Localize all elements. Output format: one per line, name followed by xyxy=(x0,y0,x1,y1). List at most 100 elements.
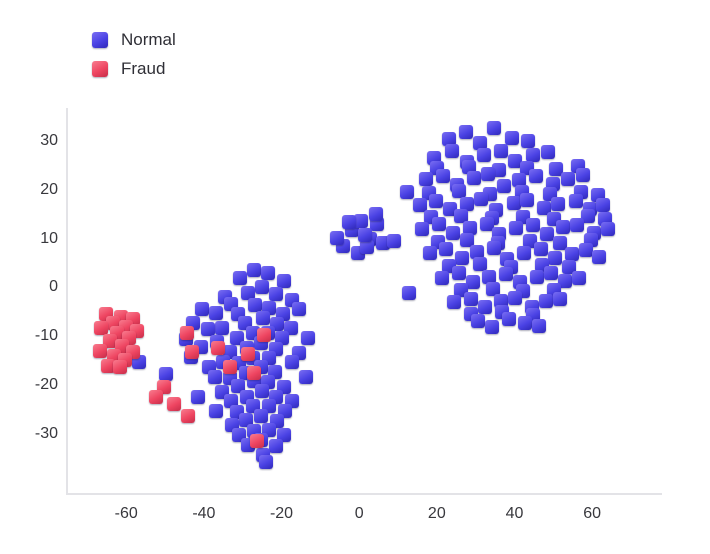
normal-point xyxy=(357,227,372,242)
normal-point xyxy=(493,144,508,159)
normal-point xyxy=(601,222,616,237)
normal-point xyxy=(596,198,611,213)
normal-point xyxy=(497,179,512,194)
normal-point xyxy=(525,217,540,232)
plot-area: -60 -40 -20 0 20 40 60 -30 -20 -10 0 10 20 30 xyxy=(35,108,662,522)
normal-point xyxy=(562,260,577,275)
normal-point xyxy=(415,221,430,236)
normal-point xyxy=(432,217,447,232)
x-axis-tick-label: -20 xyxy=(269,505,294,522)
normal-point xyxy=(158,367,173,382)
normal-point xyxy=(444,143,459,158)
normal-point xyxy=(254,279,269,294)
normal-point xyxy=(292,301,307,316)
fraud-point xyxy=(94,321,109,336)
x-axis-tick-label: -60 xyxy=(114,505,138,522)
normal-point xyxy=(277,428,292,442)
normal-point xyxy=(543,265,558,280)
normal-point xyxy=(576,168,591,183)
normal-point xyxy=(467,171,482,186)
normal-point xyxy=(557,274,572,289)
normal-point xyxy=(538,293,553,308)
normal-point xyxy=(552,235,567,250)
normal-point xyxy=(208,306,223,321)
normal-point xyxy=(533,242,548,257)
normal-point xyxy=(460,233,475,248)
normal-point xyxy=(458,124,473,139)
normal-point xyxy=(485,281,500,296)
normal-point xyxy=(455,251,470,266)
normal-point xyxy=(214,321,229,336)
normal-point xyxy=(477,148,492,163)
normal-point xyxy=(248,297,263,312)
fraud-point xyxy=(148,389,163,404)
normal-point xyxy=(201,321,216,336)
normal-point xyxy=(446,226,461,241)
fraud-point xyxy=(250,434,265,449)
normal-point xyxy=(526,147,541,162)
normal-point xyxy=(571,271,586,286)
normal-point xyxy=(360,240,375,255)
normal-point xyxy=(491,162,506,177)
normal-point xyxy=(591,187,606,202)
normal-point xyxy=(462,159,477,174)
x-axis-tick-label: -40 xyxy=(192,505,216,522)
normal-point xyxy=(578,243,593,258)
normal-point xyxy=(556,220,571,235)
x-axis-tick-label: 60 xyxy=(583,505,602,522)
fraud-point xyxy=(180,326,195,341)
normal-point xyxy=(507,153,522,168)
fraud-point xyxy=(167,397,182,412)
normal-point xyxy=(480,167,495,182)
normal-point xyxy=(570,218,585,233)
normal-point xyxy=(508,290,523,305)
normal-point xyxy=(532,318,547,333)
normal-point xyxy=(401,285,416,300)
normal-point xyxy=(255,311,270,326)
normal-point xyxy=(434,270,449,285)
normal-point xyxy=(386,234,401,249)
normal-point xyxy=(539,226,554,241)
fraud-point xyxy=(256,328,271,343)
normal-point xyxy=(194,302,209,317)
normal-point xyxy=(472,136,487,151)
fraud-point xyxy=(184,345,199,360)
normal-point xyxy=(191,390,206,405)
normal-point xyxy=(418,172,433,187)
normal-point xyxy=(580,209,595,224)
normal-color-swatch xyxy=(92,32,108,48)
normal-point xyxy=(494,294,509,309)
fraud-point xyxy=(210,341,225,356)
normal-point xyxy=(463,291,478,306)
normal-point xyxy=(354,214,369,229)
fraud-point xyxy=(223,360,238,375)
normal-point xyxy=(540,145,555,160)
normal-point xyxy=(487,121,502,136)
normal-point xyxy=(451,266,466,281)
normal-point xyxy=(412,197,427,212)
normal-point xyxy=(561,171,576,186)
normal-point xyxy=(568,194,583,209)
y-axis-tick-label: 20 xyxy=(40,180,58,198)
normal-point xyxy=(254,384,269,399)
normal-point xyxy=(246,262,261,277)
normal-point xyxy=(470,314,485,329)
normal-point xyxy=(439,241,454,256)
normal-point xyxy=(509,221,524,236)
fraud-point xyxy=(246,366,261,381)
normal-point xyxy=(529,270,544,285)
normal-point xyxy=(209,403,224,418)
normal-point xyxy=(232,270,247,285)
legend-item-normal: Normal xyxy=(92,30,176,50)
y-axis-tick-label: -30 xyxy=(34,424,58,442)
normal-point xyxy=(422,245,437,260)
normal-point xyxy=(208,369,223,384)
fraud-color-swatch xyxy=(92,61,108,77)
normal-point xyxy=(300,330,315,345)
normal-point xyxy=(521,134,536,149)
normal-point xyxy=(453,208,468,223)
normal-point xyxy=(268,438,283,453)
normal-point xyxy=(517,246,532,261)
normal-point xyxy=(285,354,299,369)
